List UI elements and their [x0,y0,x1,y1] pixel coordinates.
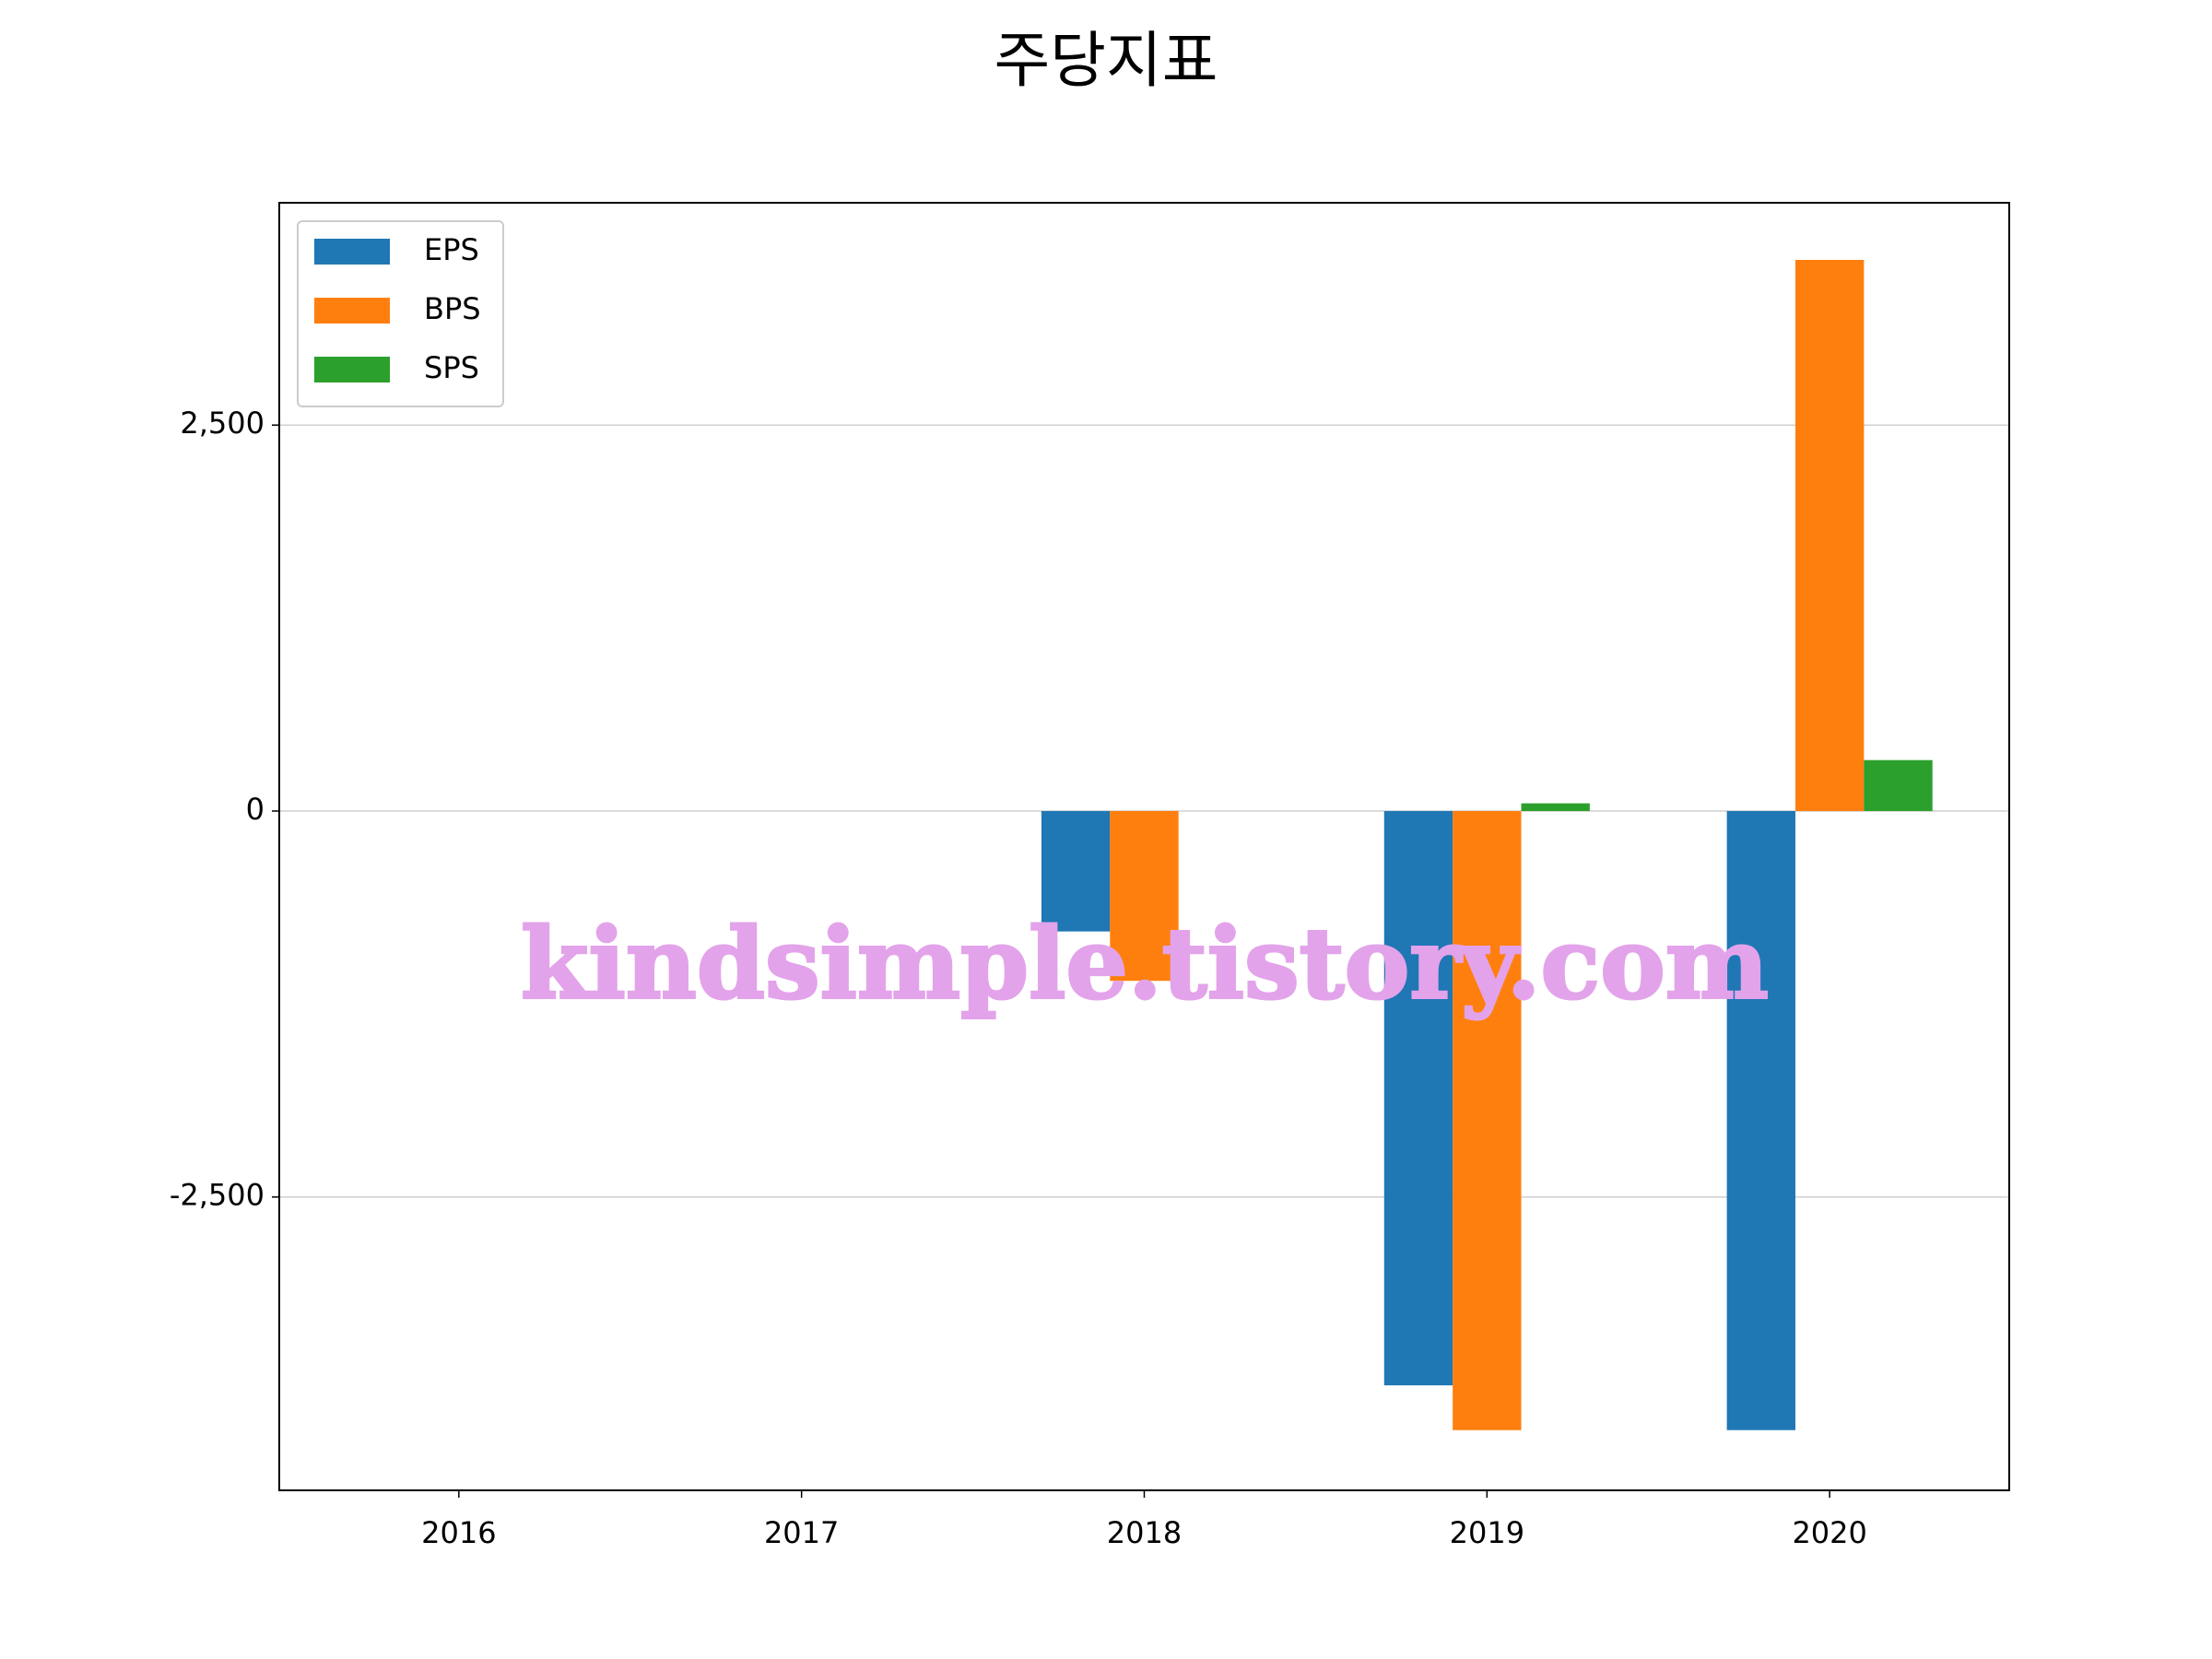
legend-swatch [314,239,390,265]
bar [1453,810,1522,1430]
legend-label: BPS [424,291,481,326]
bar [1864,759,1933,811]
bar [1383,810,1453,1386]
watermark: kindsimple.tistory.com [521,906,1769,1021]
legend-swatch [314,298,390,324]
x-tick-label: 2017 [764,1515,839,1550]
x-tick-label: 2020 [1792,1515,1866,1550]
legend-label: SPS [424,350,479,385]
x-tick-label: 2016 [421,1515,496,1550]
y-tick-label: -2,500 [170,1178,265,1213]
x-tick-label: 2018 [1107,1515,1182,1550]
bar [1521,803,1590,811]
bar [1794,259,1865,811]
chart-title: 주당지표 [994,25,1218,96]
y-tick-label: 0 [246,792,265,827]
x-tick-label: 2019 [1450,1515,1524,1550]
bar [1110,810,1179,982]
legend-swatch [314,357,390,382]
bar [1726,810,1795,1430]
y-tick-label: 2,500 [180,406,265,441]
bar [1041,810,1111,932]
legend-label: EPS [424,232,479,267]
plot-frame [278,202,2010,1491]
